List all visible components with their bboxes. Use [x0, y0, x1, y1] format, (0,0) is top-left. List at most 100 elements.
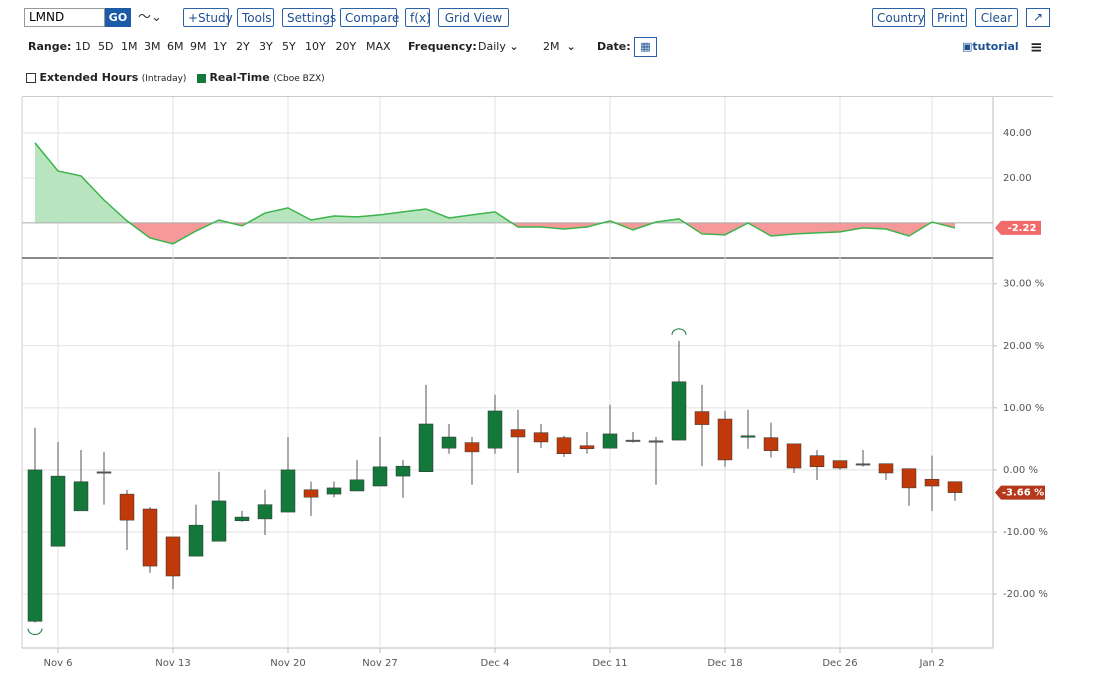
high-marker — [671, 328, 687, 335]
candle-body — [625, 439, 641, 442]
candle-body — [809, 455, 825, 468]
range-option[interactable]: 9M — [190, 40, 207, 53]
toolbar-button[interactable]: Settings — [282, 8, 336, 27]
candle-body — [786, 443, 802, 469]
negative-area — [35, 222, 955, 244]
range-option[interactable]: 1D — [75, 40, 91, 53]
toolbar-button[interactable]: Tools — [237, 8, 274, 27]
x-tick-label: Nov 13 — [155, 658, 190, 669]
legend: Extended Hours (Intraday) Real-Time (Cbo… — [26, 71, 325, 84]
candle-body — [349, 479, 365, 492]
range-option[interactable]: 3Y — [259, 40, 273, 53]
range-option[interactable]: 20Y — [335, 40, 357, 53]
candle-body — [763, 437, 779, 451]
candle-body — [188, 524, 204, 557]
menu-icon[interactable]: ≡ — [1030, 38, 1043, 56]
y-tick-label: 10.00 % — [1003, 403, 1044, 414]
range-option[interactable]: 6M — [167, 40, 184, 53]
candle-body — [510, 429, 526, 438]
legend-note: (Cboe BZX) — [273, 74, 325, 84]
candle-body — [257, 504, 273, 520]
period-select[interactable]: 2M ⌄ — [543, 40, 576, 53]
candle-body — [280, 469, 296, 513]
candle-body — [832, 460, 848, 469]
range-option[interactable]: 2Y — [236, 40, 250, 53]
candle-body — [717, 418, 733, 461]
y-tick-label: 20.00 % — [1003, 341, 1044, 352]
range-option[interactable]: 1Y — [213, 40, 227, 53]
candle-body — [671, 381, 687, 441]
range-option[interactable]: 5Y — [282, 40, 296, 53]
x-tick-label: Dec 18 — [707, 658, 742, 669]
period-value: 2M — [543, 40, 560, 53]
candle-body — [602, 433, 618, 449]
toolbar-button[interactable]: Clear — [975, 8, 1018, 27]
range-option[interactable]: 3M — [144, 40, 161, 53]
candle-body — [165, 536, 181, 577]
toolbar-button[interactable]: +Study — [183, 8, 233, 27]
candle-body — [73, 481, 89, 512]
separator — [22, 96, 1053, 97]
y-tick-label: -20.00 % — [1003, 589, 1048, 600]
candle-body — [27, 469, 43, 622]
candle-body — [924, 478, 940, 487]
value-tag-label: -2.22 — [1008, 223, 1037, 234]
tutorial-link[interactable]: ▣tutorial — [962, 40, 1019, 53]
candle-body — [648, 440, 664, 443]
candle-body — [901, 468, 917, 489]
candle-body — [556, 437, 572, 455]
candle-body — [326, 487, 342, 495]
candle-body — [418, 423, 434, 473]
chart-type-icon[interactable]: 〜⌄ — [138, 10, 162, 25]
range-option[interactable]: MAX — [366, 40, 391, 53]
candle-body — [234, 516, 250, 522]
toolbar-button[interactable]: Print — [932, 8, 967, 27]
candle-body — [740, 435, 756, 438]
toolbar-button[interactable]: Country — [872, 8, 925, 27]
expand-button[interactable]: ↗ — [1026, 8, 1050, 27]
candle-body — [487, 410, 503, 449]
range-label: Range: — [28, 40, 72, 53]
candle-body — [142, 508, 158, 567]
candle-body — [694, 411, 710, 425]
candle-body — [303, 489, 319, 498]
candle-body — [579, 445, 595, 450]
legend-note: (Intraday) — [141, 74, 187, 84]
toolbar-button[interactable]: Grid View — [438, 8, 509, 27]
y-tick-label: 40.00 — [1003, 128, 1032, 139]
y-tick-label: 0.00 % — [1003, 465, 1038, 476]
frequency-value: Daily — [478, 40, 506, 53]
candle-body — [50, 475, 66, 547]
y-tick-label: -10.00 % — [1003, 527, 1048, 538]
x-tick-label: Nov 27 — [362, 658, 397, 669]
symbol-input[interactable]: LMND — [24, 8, 105, 27]
frequency-select[interactable]: Daily ⌄ — [478, 40, 519, 53]
range-option[interactable]: 1M — [121, 40, 138, 53]
calendar-button[interactable]: ▦ — [634, 37, 657, 57]
candle-body — [441, 436, 457, 449]
go-button[interactable]: GO — [105, 8, 131, 27]
value-tag — [995, 220, 1041, 235]
toolbar-button[interactable]: Compare — [340, 8, 399, 27]
x-tick-label: Dec 11 — [592, 658, 627, 669]
range-option[interactable]: 10Y — [305, 40, 326, 53]
legend-swatch[interactable] — [196, 73, 206, 83]
candle-body — [464, 442, 480, 453]
x-tick-label: Nov 20 — [270, 658, 305, 669]
candle-body — [878, 463, 894, 474]
candle-body — [947, 481, 963, 493]
tutorial-text: tutorial — [972, 40, 1019, 53]
candle-body — [96, 471, 112, 474]
x-tick-label: Dec 26 — [822, 658, 857, 669]
value-tag-label: -3.66 % — [1002, 488, 1044, 499]
candle-body — [533, 432, 549, 443]
y-tick-label: 20.00 — [1003, 173, 1032, 184]
range-option[interactable]: 5D — [98, 40, 114, 53]
candle-body — [372, 466, 388, 487]
legend-checkbox[interactable] — [26, 73, 36, 83]
frequency-label: Frequency: — [408, 40, 477, 53]
indicator-line — [34, 142, 956, 245]
toolbar-button[interactable]: f(x) — [405, 8, 431, 27]
